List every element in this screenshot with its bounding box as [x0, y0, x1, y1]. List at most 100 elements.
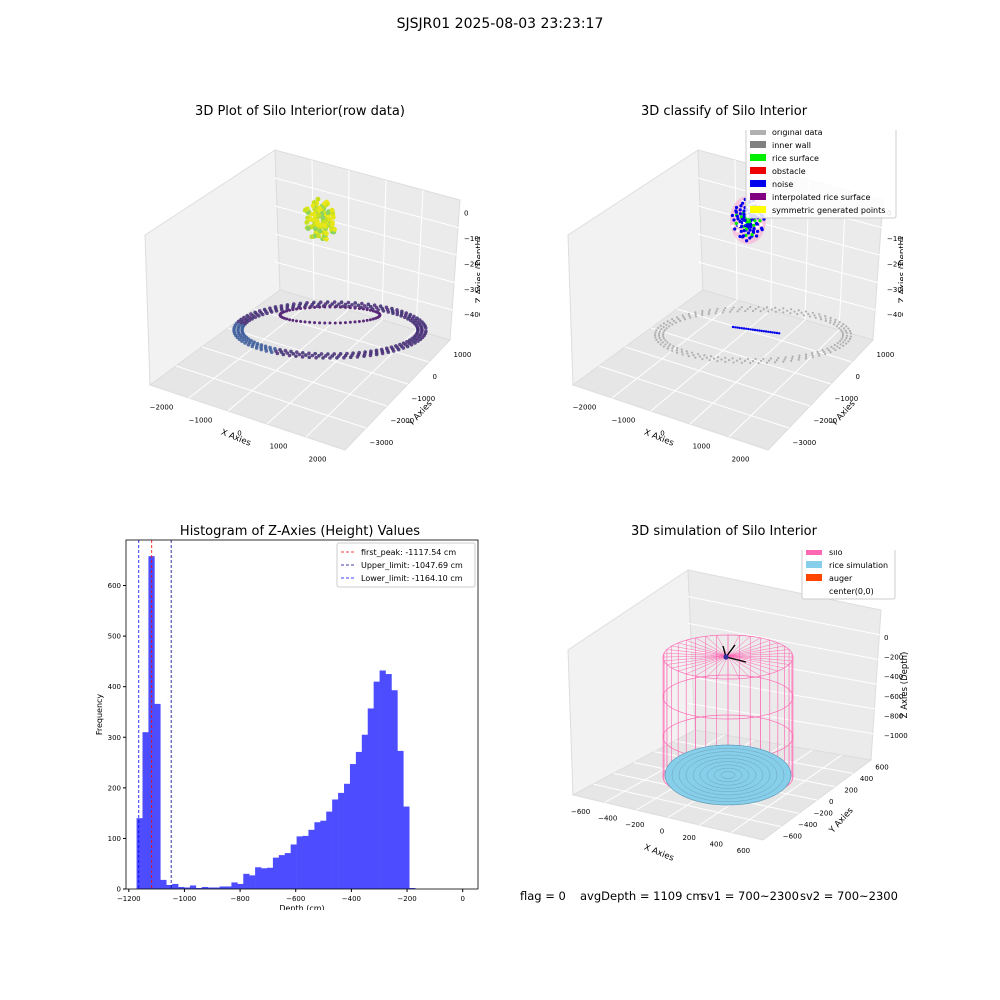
p1-point — [333, 305, 337, 309]
p2-point — [840, 325, 843, 328]
flag-status: flag = 0 — [520, 889, 566, 903]
p1-point — [323, 305, 327, 309]
p1-point — [316, 212, 322, 218]
histogram-bar — [332, 799, 339, 889]
p2-point — [773, 331, 776, 334]
p2-point — [844, 329, 847, 332]
p1-point — [313, 305, 317, 309]
p2-point — [758, 329, 761, 332]
histogram-bar — [355, 751, 363, 889]
p1-back-grid — [274, 261, 461, 313]
p2-point — [845, 342, 848, 345]
p2-point — [701, 312, 704, 315]
p1-point — [365, 318, 369, 322]
p2-point — [747, 219, 752, 224]
p2-point — [707, 313, 710, 316]
histogram-bar — [154, 703, 161, 889]
p2-point — [839, 343, 842, 346]
p2-point — [680, 350, 684, 354]
p2-point — [754, 221, 759, 226]
p1-point — [285, 303, 290, 307]
p2-point — [835, 325, 838, 328]
p2-point — [810, 352, 814, 355]
p1-point — [273, 305, 278, 309]
p2-legend-swatch — [750, 180, 766, 187]
histogram-legend: first_peak: -1117.54 cm Upper_limit: -104… — [336, 542, 476, 588]
p1-floor-grid — [266, 319, 383, 425]
p1-back-grid — [274, 177, 461, 229]
p2-point — [734, 210, 739, 214]
p4-silo-roof-line — [695, 655, 729, 677]
p2-legend-swatch — [750, 154, 766, 161]
p1-point — [253, 310, 257, 315]
p2-point — [842, 327, 846, 330]
p1-back-grid — [415, 189, 424, 331]
p4-x-tick: −600 — [571, 808, 590, 816]
p2-point — [686, 352, 689, 355]
p2-point — [712, 357, 716, 360]
p2-point — [755, 234, 759, 238]
p2-point — [671, 318, 674, 321]
p1-point — [298, 301, 303, 306]
p2-point — [687, 312, 690, 315]
p1-floor-grid — [201, 346, 388, 407]
p2-point — [751, 359, 755, 363]
p2-point — [834, 349, 837, 352]
p2-point — [811, 354, 814, 357]
p2-point — [676, 351, 679, 354]
p2-point — [829, 319, 832, 322]
p2-point — [745, 239, 749, 243]
p1-point — [413, 338, 418, 342]
p1-point — [328, 321, 332, 325]
p1-point — [268, 306, 272, 310]
p4-legend-label: auger — [829, 574, 853, 583]
p2-point — [722, 309, 726, 312]
p1-point — [366, 302, 371, 307]
p1-point — [353, 306, 357, 310]
p1-point — [321, 356, 325, 360]
p2-point — [748, 236, 752, 240]
p1-point — [301, 351, 305, 355]
p2-point — [789, 312, 792, 315]
p2-point — [667, 345, 670, 348]
p2-point — [743, 359, 747, 363]
p1-point — [357, 319, 361, 323]
p2-point — [822, 350, 826, 354]
histogram-bar — [373, 681, 380, 889]
p2-point — [798, 356, 801, 359]
p1-point — [368, 308, 372, 312]
p2-point — [842, 323, 845, 326]
p4-legend-label: rice simulation — [829, 561, 888, 570]
p2-point — [671, 347, 674, 350]
p2-point — [682, 316, 685, 319]
p4-rice-mesh-ring — [671, 748, 785, 802]
p2-point — [778, 308, 781, 312]
p2-point — [762, 357, 765, 360]
p2-point — [735, 214, 739, 218]
p1-point — [346, 300, 351, 305]
p2-point — [658, 336, 661, 340]
avg-depth-status: avgDepth = 1109 cm — [580, 889, 704, 903]
p4-z-tick: −1000 — [884, 732, 908, 740]
panel1-title: 3D Plot of Silo Interior(row data) — [195, 104, 405, 119]
histogram-bars — [136, 556, 416, 889]
p1-point — [325, 300, 330, 304]
histogram-y-tick: 600 — [108, 582, 121, 590]
p1-point — [247, 318, 252, 323]
p2-point — [732, 306, 735, 309]
p1-point — [273, 346, 277, 351]
p2-point — [744, 227, 749, 231]
p2-point — [755, 229, 760, 234]
p2-point — [735, 359, 739, 362]
p1-point — [378, 312, 382, 316]
p2-point — [657, 326, 660, 329]
histogram-y-tick: 400 — [108, 683, 121, 691]
p2-point — [800, 311, 803, 314]
p2-point — [664, 339, 667, 342]
p2-point — [736, 326, 739, 329]
p2-legend: original data inner wall rice surface obsta… — [745, 130, 897, 219]
p2-point — [676, 316, 679, 319]
histogram-y-tick: 100 — [108, 835, 121, 843]
p4-rice-surface — [664, 744, 792, 806]
p2-point — [760, 329, 763, 333]
